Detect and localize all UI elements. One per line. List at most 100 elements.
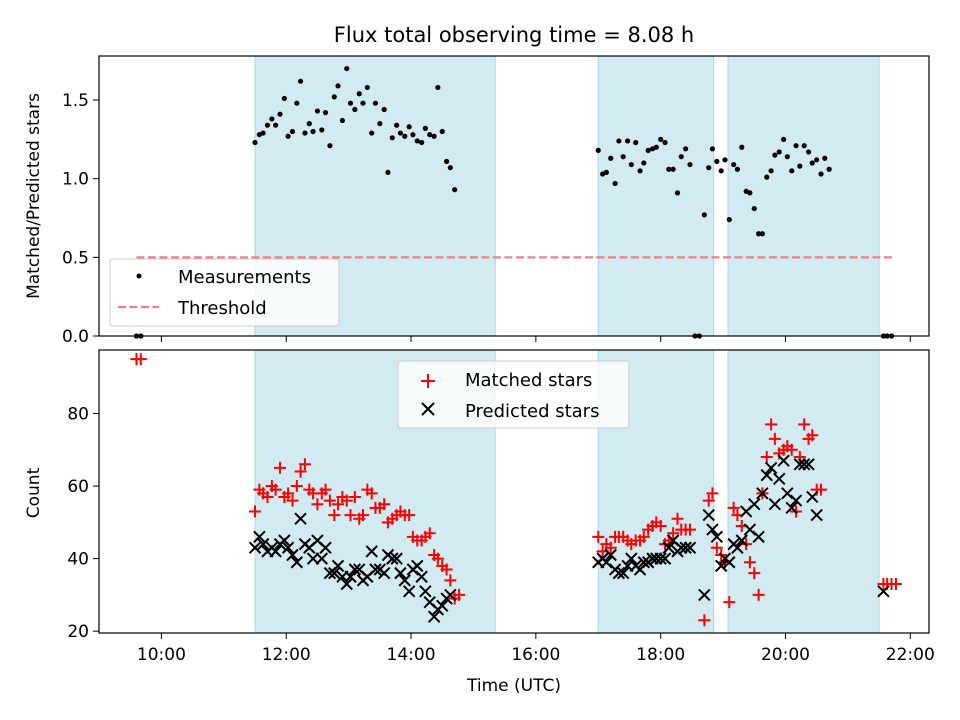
top-y-tick-label: 1.5 (62, 91, 89, 111)
predicted-star-point (702, 508, 715, 522)
bottom-legend: Matched stars Predicted stars (397, 360, 630, 429)
measurement-point (302, 130, 308, 136)
predicted-star-point (281, 541, 295, 554)
bottom-axes-frame (98, 349, 930, 634)
matched-star-point (698, 614, 711, 627)
measurement-point (344, 65, 350, 72)
measurement-point (335, 83, 341, 89)
bottom-y-tick-label: 20 (67, 622, 89, 642)
observing-window-band (727, 55, 880, 337)
measurement-point (294, 100, 300, 106)
measurement-point (419, 139, 425, 146)
measurement-point (435, 84, 441, 91)
predicted-star-point (340, 577, 353, 591)
measurement-point (360, 100, 366, 106)
measurement-point (414, 138, 420, 144)
matched-star-point (752, 588, 765, 601)
predicted-star-point (768, 497, 782, 511)
measurement-point (628, 161, 634, 168)
predicted-star-point (723, 556, 736, 569)
top-axes-frame (98, 55, 930, 337)
measurement-point (747, 190, 753, 196)
measurement-point (768, 168, 774, 174)
measurement-point (709, 146, 716, 152)
measurement-point (678, 154, 684, 160)
predicted-star-point (415, 570, 428, 583)
predicted-star-point (344, 570, 357, 583)
matched-star-point (403, 509, 416, 522)
predicted-star-point (248, 541, 262, 554)
predicted-star-point (752, 530, 765, 544)
x-axis-label: Time (UTC) (466, 676, 561, 696)
measurement-point (452, 187, 458, 193)
top-legend: Measurements Threshold (109, 258, 340, 327)
measurement-point (751, 205, 757, 212)
measurement-point (377, 121, 383, 127)
predicted-star-point (781, 487, 794, 500)
bottom-y-tick-label: 80 (67, 404, 89, 424)
predicted-star-point (735, 534, 748, 547)
bottom-y-axis-ticks: 20 40 60 80 (67, 404, 99, 642)
measurement-point (394, 122, 400, 128)
matched-star-point (592, 530, 605, 543)
matched-star-point (344, 509, 357, 522)
measurement-point (772, 152, 778, 158)
measurement-point (406, 124, 412, 130)
predicted-star-point (394, 566, 407, 580)
predicted-star-point (419, 585, 432, 598)
measurement-point (662, 139, 668, 146)
measurement-point (385, 169, 391, 176)
flux-ratio-panel: 0.0 0.5 1.0 1.5 Matched/Predicted stars Mea… (24, 55, 930, 347)
matched-star-point (743, 556, 756, 569)
measurement-point (281, 95, 287, 102)
matched-star-point (748, 567, 761, 580)
predicted-legend-label: Predicted stars (465, 401, 599, 422)
matched-legend-marker (421, 374, 435, 388)
measurement-point (273, 122, 279, 128)
measurement-point (285, 133, 291, 139)
predicted-star-point (756, 487, 769, 500)
matched-star-point (286, 494, 299, 507)
x-tick-label: 22:00 (886, 645, 935, 665)
predicted-star-point (253, 530, 266, 544)
measurement-point (780, 136, 787, 142)
measurement-point (289, 128, 296, 135)
top-y-axis-label: Matched/Predicted stars (24, 93, 44, 299)
predicted-star-point (444, 588, 457, 602)
matched-star-point (654, 519, 667, 532)
predicted-star-point (797, 458, 811, 471)
predicted-star-point (731, 541, 744, 554)
predicted-legend-marker (421, 402, 435, 416)
matched-star-point (453, 588, 466, 601)
measurement-point (620, 154, 626, 160)
measurement-point (797, 163, 803, 169)
predicted-star-point (773, 472, 786, 486)
matched-star-point (249, 505, 262, 518)
x-tick-label: 18:00 (636, 645, 685, 665)
predicted-star-point (789, 494, 803, 507)
predicted-star-point (286, 548, 299, 562)
measurement-point (410, 132, 416, 138)
matched-star-point (134, 353, 147, 366)
predicted-star-point (315, 552, 328, 565)
matched-star-point (889, 578, 902, 591)
predicted-star-point (377, 566, 391, 580)
measurement-point (637, 168, 643, 174)
matched-star-point (637, 530, 650, 543)
predicted-star-point (328, 566, 341, 580)
measurement-point (339, 117, 345, 124)
top-y-tick-label: 1.0 (62, 170, 89, 190)
measurement-point (784, 154, 790, 160)
measurement-point (666, 166, 672, 172)
measurement-point (327, 143, 333, 149)
matched-star-point (683, 523, 696, 536)
predicted-star-point (617, 566, 630, 580)
star-count-panel: 20 40 60 80 10:00 12:00 14:00 16:00 18:00 20:00 2… (24, 349, 935, 696)
predicted-star-point (637, 556, 651, 569)
x-tick-label: 20:00 (761, 645, 810, 665)
measurements-series (133, 65, 895, 339)
matched-star-point (710, 541, 723, 554)
measurement-point (444, 158, 450, 164)
measurement-point (641, 160, 647, 166)
top-y-tick-label: 0.0 (62, 327, 89, 347)
